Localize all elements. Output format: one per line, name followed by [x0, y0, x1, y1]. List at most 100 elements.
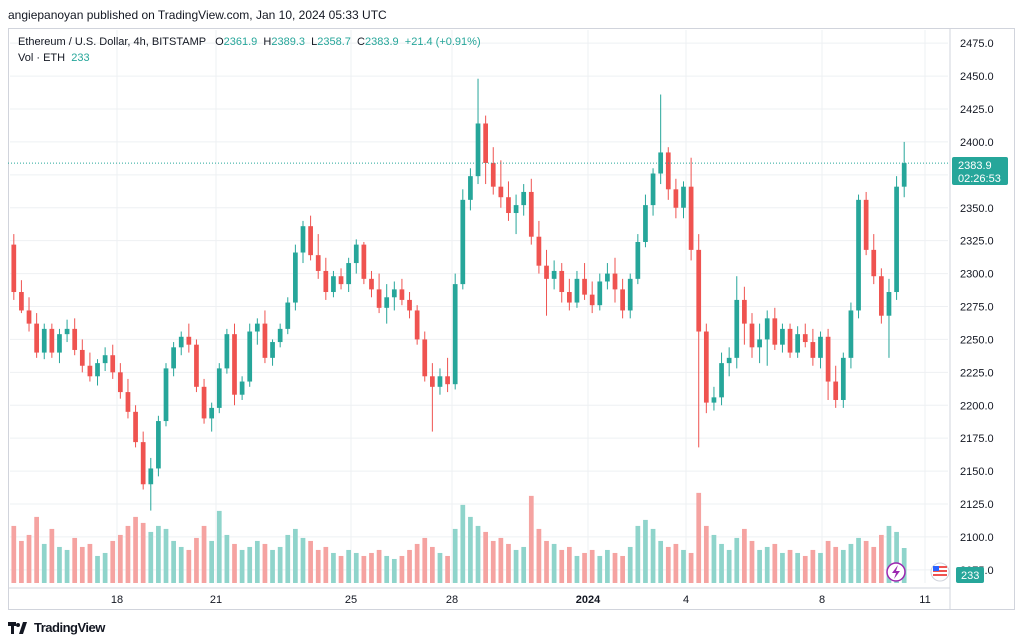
candle[interactable]	[315, 234, 321, 279]
candle[interactable]	[658, 94, 664, 185]
candle[interactable]	[125, 378, 131, 419]
candle[interactable]	[34, 313, 39, 358]
candle[interactable]	[879, 268, 884, 324]
candle[interactable]	[323, 257, 329, 300]
candle[interactable]	[57, 328, 62, 364]
candle[interactable]	[437, 368, 443, 395]
candle[interactable]	[544, 249, 549, 316]
candle[interactable]	[833, 365, 839, 408]
candle[interactable]	[566, 278, 572, 311]
candle[interactable]	[384, 284, 390, 324]
candle[interactable]	[64, 319, 70, 343]
candle[interactable]	[856, 194, 861, 319]
candle[interactable]	[612, 257, 618, 303]
candle[interactable]	[719, 352, 724, 406]
candle[interactable]	[681, 181, 686, 219]
candle[interactable]	[810, 328, 816, 366]
candle[interactable]	[346, 257, 352, 293]
tradingview-logo-icon[interactable]	[8, 621, 28, 634]
candle[interactable]	[148, 457, 154, 511]
candle[interactable]	[422, 331, 428, 382]
candle[interactable]	[498, 160, 504, 208]
candle[interactable]	[285, 297, 291, 335]
candle[interactable]	[726, 347, 732, 377]
lightning-icon[interactable]	[886, 562, 906, 582]
candle[interactable]	[156, 415, 161, 477]
candle[interactable]	[582, 263, 587, 300]
candle[interactable]	[901, 141, 907, 198]
candle[interactable]	[41, 323, 47, 360]
candle[interactable]	[186, 323, 192, 353]
candle[interactable]	[277, 323, 283, 348]
candle[interactable]	[460, 189, 466, 290]
candle[interactable]	[163, 363, 169, 427]
candle[interactable]	[764, 310, 770, 366]
candle[interactable]	[11, 234, 17, 300]
candle[interactable]	[597, 273, 603, 311]
candle[interactable]	[757, 323, 762, 364]
candle[interactable]	[49, 323, 55, 358]
candle[interactable]	[795, 326, 801, 358]
candle[interactable]	[605, 263, 610, 290]
candle[interactable]	[353, 239, 359, 274]
candle[interactable]	[102, 347, 108, 372]
candle[interactable]	[194, 339, 199, 393]
candle[interactable]	[513, 194, 519, 235]
brand-name[interactable]: TradingView	[34, 620, 105, 635]
candle[interactable]	[95, 359, 100, 386]
candle[interactable]	[407, 292, 412, 319]
candle[interactable]	[79, 339, 85, 373]
candle[interactable]	[528, 178, 534, 245]
candle[interactable]	[840, 352, 846, 408]
candle[interactable]	[140, 431, 146, 490]
candle[interactable]	[551, 260, 557, 290]
candle[interactable]	[209, 402, 215, 432]
candle[interactable]	[871, 234, 877, 285]
candle[interactable]	[452, 273, 458, 390]
candle[interactable]	[688, 157, 694, 261]
candle[interactable]	[490, 147, 496, 195]
candle[interactable]	[72, 318, 78, 356]
candle[interactable]	[178, 331, 184, 356]
candle[interactable]	[506, 181, 511, 221]
candle[interactable]	[742, 286, 747, 345]
candle[interactable]	[894, 176, 899, 300]
candle[interactable]	[369, 270, 374, 298]
candle[interactable]	[308, 215, 313, 261]
candle[interactable]	[414, 305, 420, 345]
candle[interactable]	[483, 115, 488, 185]
candle[interactable]	[673, 178, 679, 219]
candle[interactable]	[886, 278, 892, 358]
candle[interactable]	[361, 241, 367, 285]
candle[interactable]	[468, 168, 473, 211]
candle[interactable]	[376, 273, 382, 314]
candle[interactable]	[133, 405, 138, 448]
flag-icon[interactable]	[930, 562, 950, 582]
candle[interactable]	[445, 357, 450, 393]
candle[interactable]	[216, 363, 222, 414]
candle[interactable]	[589, 281, 595, 314]
candle[interactable]	[848, 302, 854, 369]
candle[interactable]	[293, 244, 298, 311]
candle[interactable]	[780, 323, 785, 353]
candle[interactable]	[665, 147, 671, 200]
candle[interactable]	[300, 220, 306, 264]
candle[interactable]	[536, 220, 542, 274]
candle[interactable]	[650, 168, 656, 216]
candle[interactable]	[825, 328, 831, 400]
candle[interactable]	[239, 376, 245, 400]
candle[interactable]	[475, 78, 481, 185]
candle[interactable]	[818, 331, 823, 369]
candle[interactable]	[787, 323, 793, 358]
candle[interactable]	[201, 378, 207, 424]
candle[interactable]	[711, 386, 717, 411]
candle[interactable]	[87, 352, 93, 382]
candle[interactable]	[749, 313, 755, 358]
candle[interactable]	[171, 342, 176, 377]
candle[interactable]	[703, 323, 709, 414]
candle[interactable]	[331, 270, 336, 298]
candle[interactable]	[643, 194, 648, 248]
candle[interactable]	[270, 339, 275, 366]
candle[interactable]	[338, 268, 344, 290]
